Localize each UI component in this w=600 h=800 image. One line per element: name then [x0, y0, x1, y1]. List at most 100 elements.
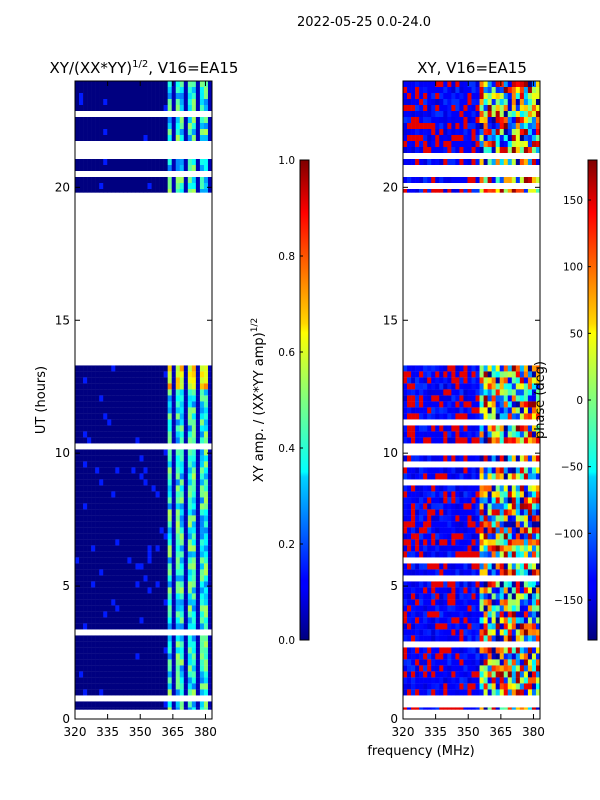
heatmap-cell	[107, 665, 112, 672]
heatmap-cell	[523, 689, 529, 696]
heatmap-cell	[407, 515, 412, 522]
heatmap-cell	[159, 497, 164, 504]
heatmap-cell	[531, 497, 537, 504]
heatmap-cell	[95, 431, 100, 438]
heatmap-cell	[91, 557, 96, 564]
heatmap-cell	[415, 135, 420, 141]
heatmap-cell	[435, 395, 440, 402]
heatmap-cell	[471, 425, 476, 432]
heatmap-cell	[463, 635, 468, 642]
heatmap-cell	[455, 117, 460, 123]
heatmap-cell	[95, 689, 100, 696]
heatmap-cell	[179, 419, 185, 426]
heatmap-cell	[131, 599, 136, 606]
heatmap-cell	[439, 413, 444, 420]
heatmap-cells	[75, 81, 213, 710]
y-tick-label: 15	[55, 313, 70, 327]
heatmap-cell	[159, 425, 164, 432]
heatmap-cell	[91, 509, 96, 516]
heatmap-cell	[179, 593, 185, 600]
heatmap-cell	[475, 407, 480, 414]
heatmap-cell	[483, 467, 488, 474]
heatmap-cell	[111, 183, 116, 189]
heatmap-cell	[107, 473, 112, 480]
heatmap-cell	[455, 647, 460, 654]
heatmap-cell	[139, 569, 144, 576]
heatmap-cell	[147, 81, 152, 87]
heatmap-cell	[407, 593, 412, 600]
heatmap-cell	[519, 635, 525, 642]
heatmap-cell	[523, 587, 529, 594]
heatmap-cell	[507, 455, 513, 462]
heatmap-cell	[451, 671, 456, 678]
heatmap-cell	[175, 641, 181, 648]
heatmap-cell	[191, 497, 197, 504]
colorbar-tick-label: 0.0	[278, 635, 295, 647]
heatmap-cell	[199, 479, 205, 486]
heatmap-cell	[507, 467, 513, 474]
heatmap-cell	[103, 689, 108, 696]
heatmap-cell	[111, 563, 116, 570]
heatmap-cell	[127, 129, 132, 135]
heatmap-cell	[183, 183, 189, 189]
heatmap-cell	[503, 159, 509, 165]
heatmap-cell	[463, 117, 468, 123]
heatmap-cell	[123, 569, 128, 576]
heatmap-cell	[171, 383, 177, 390]
heatmap-cell	[459, 503, 464, 510]
heatmap-cell	[423, 515, 428, 522]
heatmap-cell	[435, 129, 440, 135]
heatmap-cell	[459, 611, 464, 618]
heatmap-cell	[79, 509, 84, 516]
heatmap-cell	[451, 105, 456, 111]
heatmap-cell	[535, 431, 541, 438]
heatmap-cell	[503, 515, 509, 522]
heatmap-cell	[535, 159, 541, 165]
heatmap-cell	[175, 611, 181, 618]
heatmap-cell	[139, 365, 144, 372]
heatmap-cell	[463, 509, 468, 516]
heatmap-cell	[99, 563, 104, 570]
heatmap-cell	[439, 707, 444, 710]
heatmap-cell	[171, 117, 177, 123]
heatmap-cell	[127, 551, 132, 558]
heatmap-cell	[143, 189, 148, 193]
heatmap-cell	[179, 383, 185, 390]
heatmap-cell	[131, 401, 136, 408]
heatmap-cell	[407, 147, 412, 153]
heatmap-cell	[83, 365, 88, 372]
heatmap-cell	[163, 635, 168, 642]
heatmap-cell	[83, 129, 88, 135]
heatmap-cell	[103, 569, 108, 576]
heatmap-cell	[403, 623, 408, 630]
heatmap-cell	[115, 431, 120, 438]
heatmap-cell	[83, 593, 88, 600]
heatmap-cell	[507, 551, 513, 558]
heatmap-cell	[115, 371, 120, 378]
heatmap-cell	[127, 599, 132, 606]
heatmap-cell	[455, 521, 460, 528]
heatmap-cell	[119, 93, 124, 99]
heatmap-cell	[163, 485, 168, 492]
heatmap-cell	[495, 707, 501, 710]
heatmap-cell	[475, 587, 480, 594]
heatmap-cell	[203, 371, 209, 378]
heatmap-cell	[411, 581, 416, 588]
heatmap-cell	[139, 581, 144, 588]
heatmap-cell	[419, 599, 424, 606]
heatmap-cell	[519, 617, 525, 624]
heatmap-cell	[507, 383, 513, 390]
heatmap-cell	[499, 123, 505, 129]
heatmap-cell	[427, 635, 432, 642]
heatmap-cell	[123, 635, 128, 642]
heatmap-cell	[471, 365, 476, 372]
heatmap-cell	[483, 177, 488, 183]
heatmap-cell	[439, 509, 444, 516]
heatmap-cell	[451, 129, 456, 135]
heatmap-cell	[507, 81, 513, 87]
heatmap-cell	[535, 659, 541, 666]
heatmap-cell	[203, 479, 209, 486]
heatmap-cell	[443, 425, 448, 432]
heatmap-cell	[171, 165, 177, 171]
heatmap-cell	[187, 605, 193, 612]
